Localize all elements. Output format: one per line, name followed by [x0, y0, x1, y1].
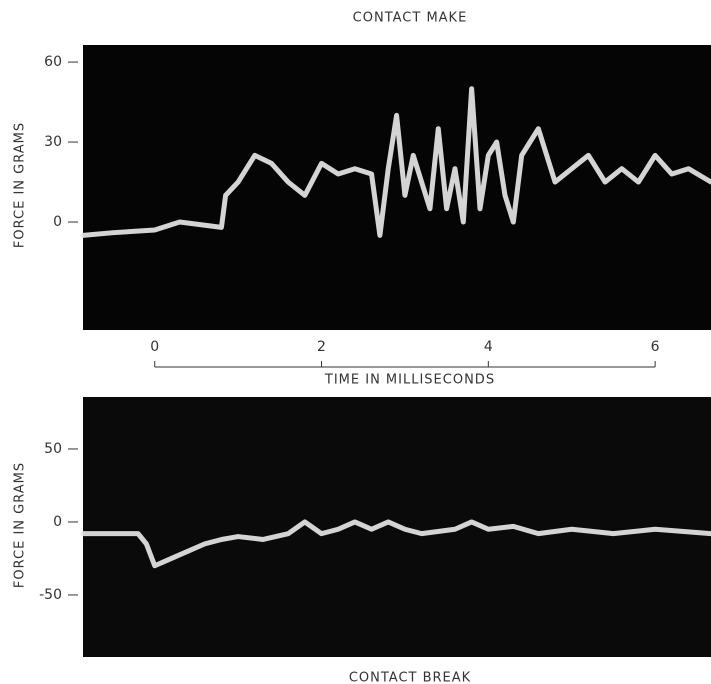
x-tick-label: 2 — [317, 339, 326, 355]
y-tick-label: 60 — [44, 54, 62, 70]
y-tick-label: 50 — [44, 441, 62, 457]
x-tick-label: 4 — [484, 339, 493, 355]
chart-title: CONTACT BREAK — [349, 671, 471, 684]
y-tick-label: 30 — [44, 134, 62, 150]
y-axis-label: FORCE IN GRAMS — [13, 122, 28, 248]
figure: CONTACT MAKE TIME IN MILLISECONDS CONTAC… — [0, 0, 711, 684]
x-tick-label: 0 — [150, 339, 159, 355]
x-axis-label: TIME IN MILLISECONDS — [324, 373, 495, 388]
x-tick-label: 6 — [651, 339, 660, 355]
plot-area — [83, 45, 711, 330]
y-tick-label: -50 — [39, 587, 62, 603]
chart-title: CONTACT MAKE — [353, 11, 468, 26]
y-tick-label: 0 — [53, 514, 62, 530]
y-tick-label: 0 — [53, 214, 62, 230]
y-axis-label: FORCE IN GRAMS — [13, 462, 28, 588]
